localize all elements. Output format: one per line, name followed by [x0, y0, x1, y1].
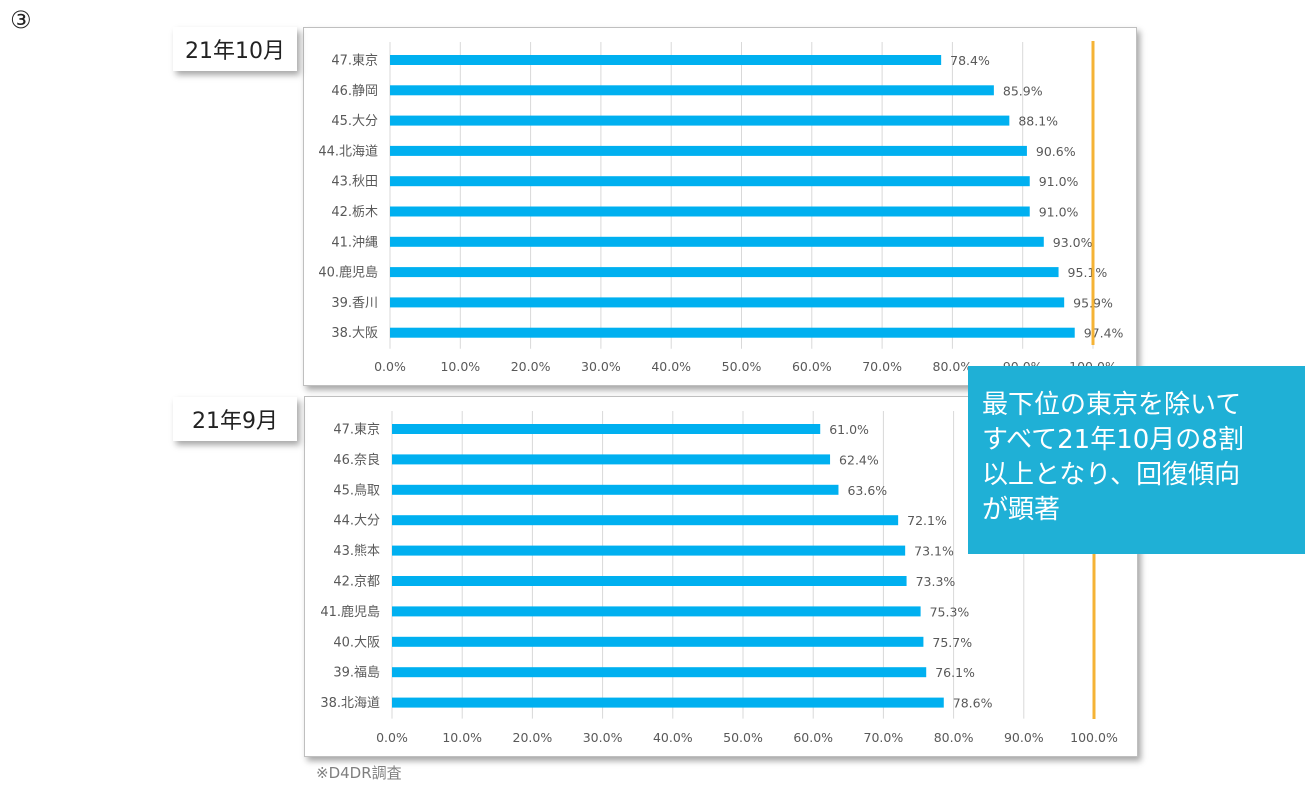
- category-label: 42.栃木: [331, 205, 378, 220]
- x-tick-label: 10.0%: [442, 730, 482, 745]
- bar: [392, 515, 899, 526]
- category-label: 45.大分: [331, 114, 378, 129]
- category-label: 38.北海道: [320, 696, 380, 711]
- data-label: 75.7%: [932, 635, 972, 650]
- chart-title-oct-2021: 21年10月: [173, 27, 297, 71]
- bar: [390, 327, 1075, 338]
- chart-title-sep-2021: 21年9月: [173, 397, 297, 441]
- data-label: 78.4%: [950, 53, 990, 68]
- data-label: 72.1%: [907, 513, 947, 528]
- data-label: 63.6%: [847, 483, 887, 498]
- chart-sep-2021: 0.0% 10.0% 20.0% 30.0% 40.0% 50.0% 60.0% 70.0% 8…: [304, 396, 1138, 757]
- callout-box: 最下位の東京を除いて すべて21年10月の8割 以上となり、回復傾向 が顕著: [968, 366, 1305, 554]
- bar: [390, 55, 942, 65]
- category-label: 44.大分: [333, 514, 380, 529]
- data-label: 93.0%: [1053, 235, 1093, 250]
- chart-oct-2021-svg: 0.0% 10.0% 20.0% 30.0% 40.0% 50.0% 60.0% 70.0% 8…: [318, 41, 1124, 374]
- x-tick-label: 30.0%: [583, 730, 623, 745]
- bar: [392, 576, 907, 586]
- data-label: 61.0%: [829, 422, 869, 437]
- category-label: 41.鹿児島: [320, 604, 380, 620]
- x-tick-label: 0.0%: [374, 359, 406, 374]
- x-tick-label: 50.0%: [723, 730, 763, 745]
- x-tick-label: 90.0%: [1004, 730, 1044, 745]
- data-label: 90.6%: [1036, 144, 1076, 159]
- bar: [392, 697, 944, 708]
- chart-sep-2021-svg: 0.0% 10.0% 20.0% 30.0% 40.0% 50.0% 60.0% 70.0% 8…: [320, 411, 1118, 745]
- bar: [390, 206, 1030, 217]
- bar: [392, 545, 906, 556]
- data-label: 75.3%: [930, 604, 970, 619]
- category-label: 41.沖縄: [331, 235, 378, 250]
- category-label: 46.静岡: [331, 84, 378, 99]
- data-label: 62.4%: [839, 452, 879, 467]
- x-tick-label: 80.0%: [934, 730, 974, 745]
- chart-oct-2021: 0.0% 10.0% 20.0% 30.0% 40.0% 50.0% 60.0% 70.0% 8…: [303, 27, 1137, 386]
- bar: [392, 636, 924, 647]
- category-label: 43.熊本: [333, 543, 380, 559]
- bar: [392, 484, 839, 495]
- data-label: 97.4%: [1084, 326, 1124, 341]
- data-label: 95.1%: [1068, 265, 1108, 280]
- bar: [390, 115, 1010, 126]
- category-label: 46.奈良: [333, 452, 380, 468]
- bar: [390, 145, 1027, 156]
- data-label: 76.1%: [935, 665, 975, 680]
- data-label: 73.1%: [914, 544, 954, 559]
- bar: [392, 606, 921, 617]
- x-tick-label: 40.0%: [653, 730, 693, 745]
- category-label: 43.秋田: [331, 175, 378, 190]
- x-tick-label: 20.0%: [511, 359, 551, 374]
- x-tick-label: 50.0%: [722, 359, 762, 374]
- x-tick-label: 70.0%: [864, 730, 904, 745]
- x-tick-label: 40.0%: [651, 359, 691, 374]
- category-label: 39.福島: [333, 666, 380, 681]
- bar: [390, 176, 1030, 187]
- source-note: ※D4DR調査: [316, 764, 402, 782]
- category-label: 39.香川: [331, 296, 378, 311]
- x-tick-label: 100.0%: [1070, 730, 1118, 745]
- data-label: 73.3%: [916, 574, 956, 589]
- category-label: 45.鳥取: [333, 483, 380, 498]
- x-tick-label: 20.0%: [513, 730, 553, 745]
- category-label: 40.鹿児島: [318, 265, 378, 281]
- bar: [390, 85, 994, 96]
- bar: [392, 667, 927, 678]
- bar: [392, 454, 831, 465]
- category-label: 38.大阪: [331, 326, 378, 341]
- x-tick-label: 70.0%: [862, 359, 902, 374]
- category-label: 40.大阪: [333, 635, 380, 650]
- data-label: 78.6%: [953, 696, 993, 711]
- category-label: 47.東京: [331, 53, 378, 69]
- x-tick-label: 10.0%: [440, 359, 480, 374]
- bar: [390, 236, 1044, 247]
- x-tick-label: 0.0%: [376, 730, 408, 745]
- data-label: 91.0%: [1039, 205, 1079, 220]
- x-tick-label: 60.0%: [793, 730, 833, 745]
- bar: [390, 267, 1059, 278]
- category-label: 44.北海道: [318, 144, 378, 159]
- data-label: 88.1%: [1018, 114, 1058, 129]
- bar: [390, 297, 1065, 308]
- x-tick-label: 60.0%: [792, 359, 832, 374]
- data-label: 85.9%: [1003, 83, 1043, 98]
- data-label: 91.0%: [1039, 174, 1079, 189]
- x-tick-label: 30.0%: [581, 359, 621, 374]
- bar: [392, 424, 821, 434]
- category-label: 47.東京: [333, 422, 380, 438]
- category-label: 42.京都: [333, 575, 380, 590]
- section-marker: ③: [10, 6, 32, 34]
- x-tick-label: 80.0%: [933, 359, 973, 374]
